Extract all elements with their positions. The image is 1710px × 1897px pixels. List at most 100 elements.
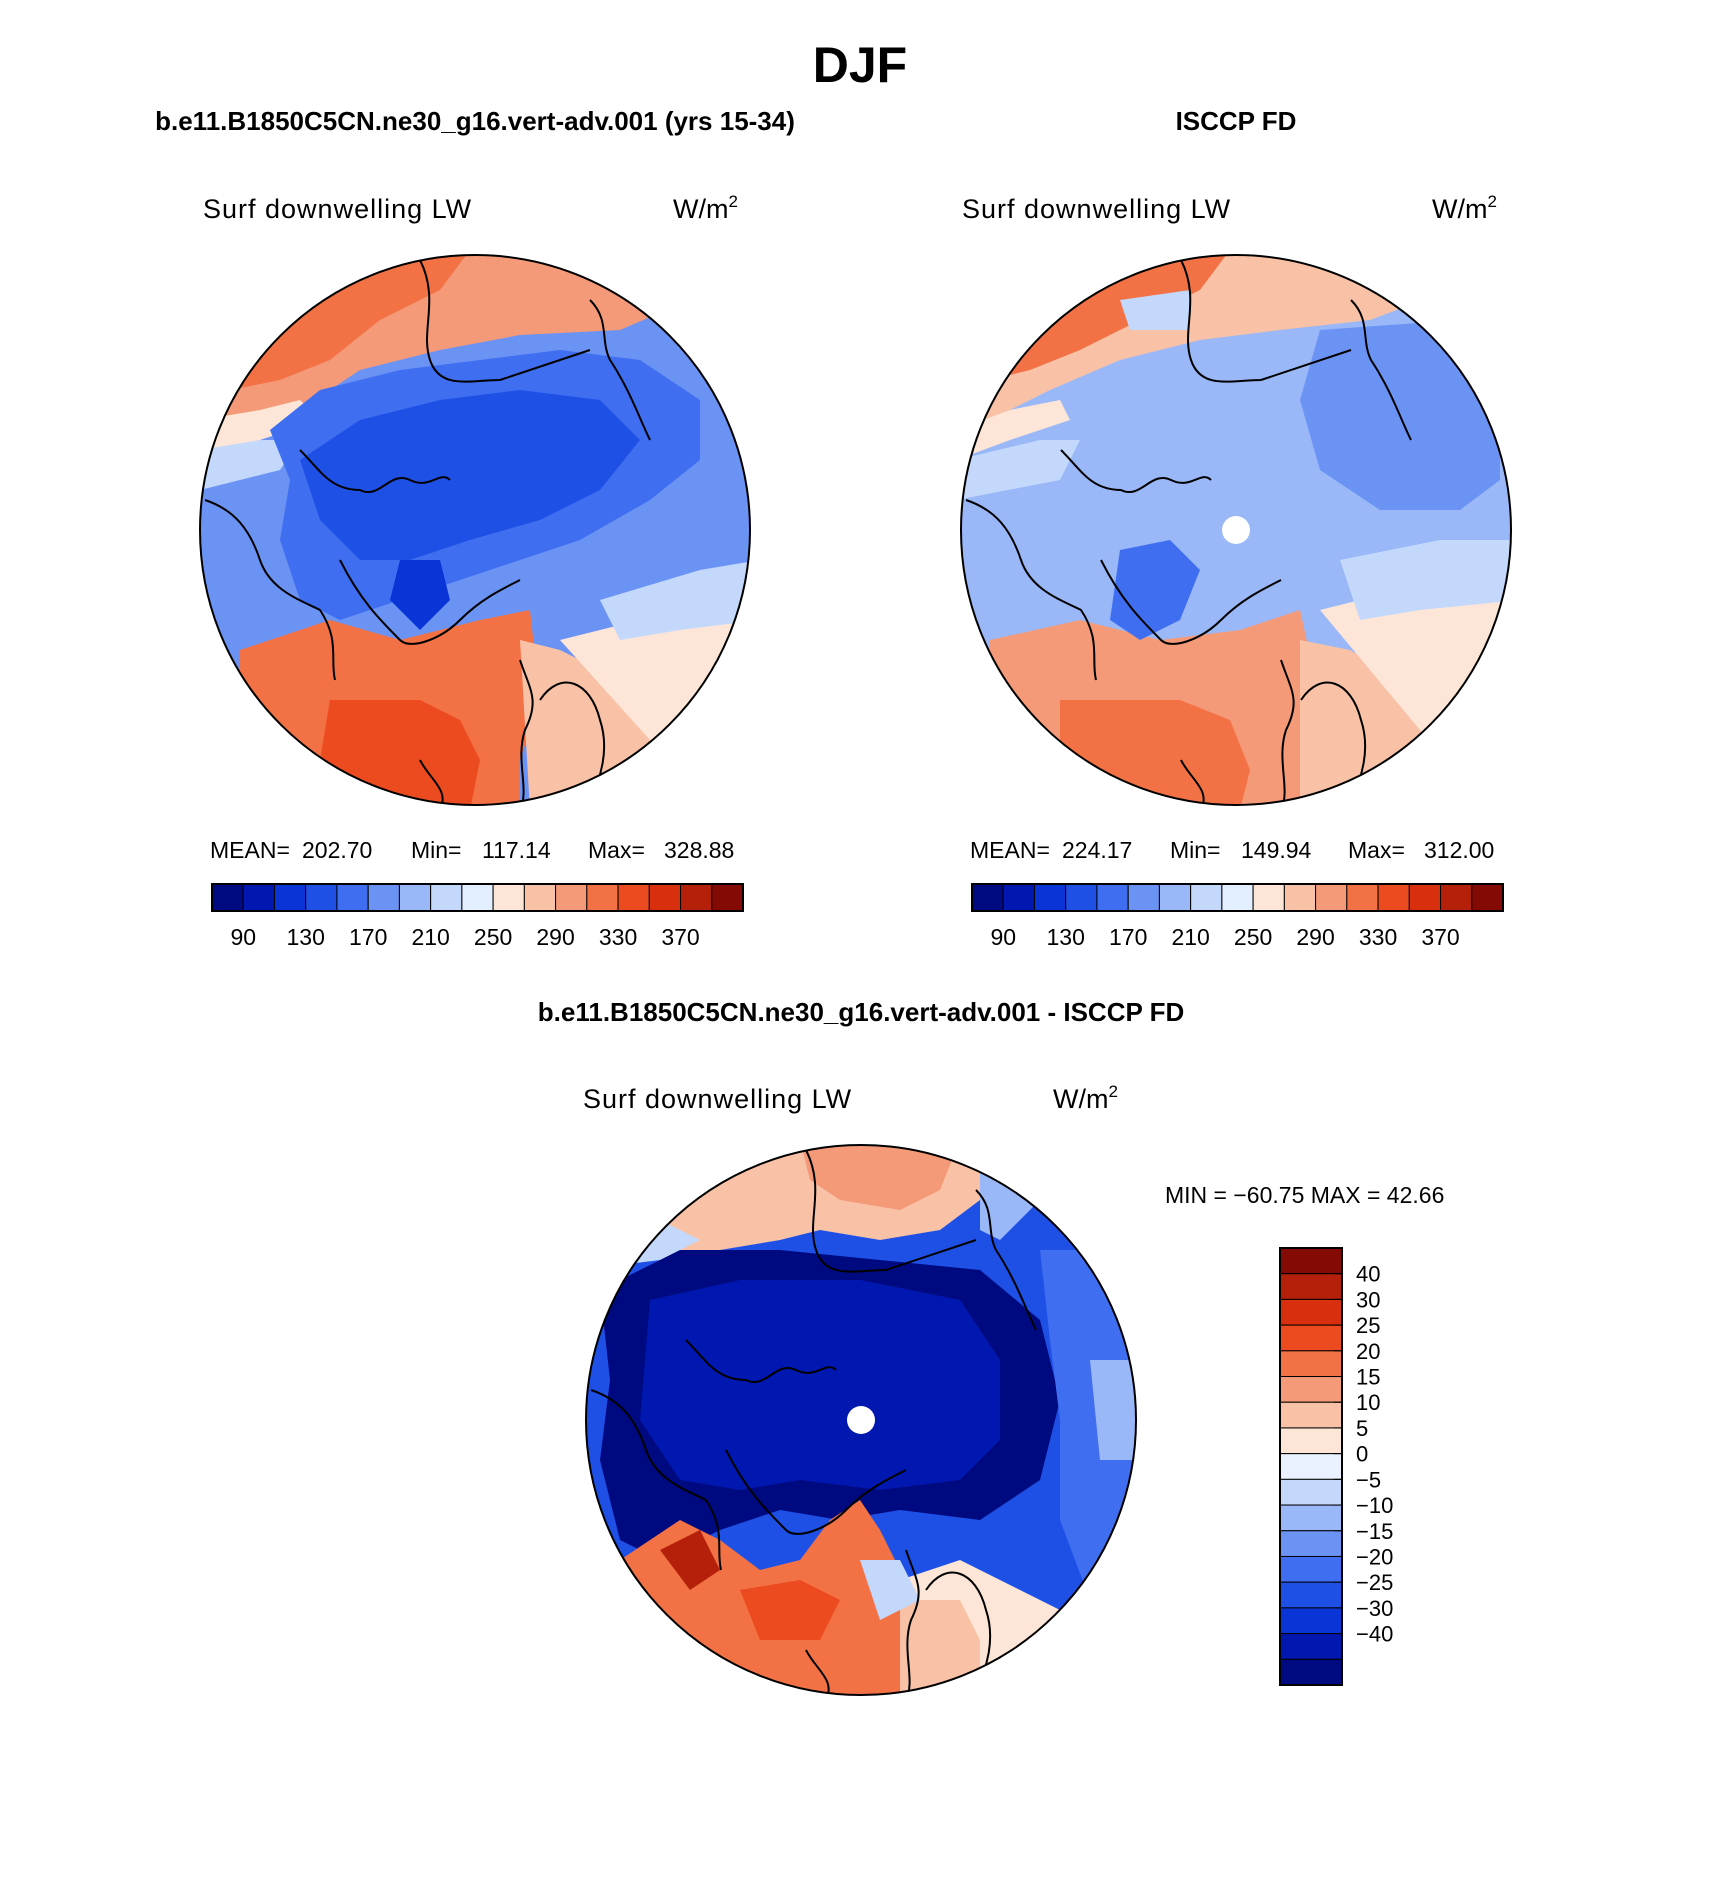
panel-diff-colorbar-tick-label: 0 [1356,1442,1368,1467]
panel-obs-min: 149.94 [1241,837,1312,863]
panel-model-stats: MEAN= 202.70 Min= 117.14 Max= 328.88 [210,837,734,863]
panel-obs-colorbar-swatch [1096,883,1129,912]
panel-diff-units: W/m2 [1053,1082,1118,1114]
panel-diff-colorbar-tick-label: 25 [1356,1313,1380,1338]
panel-diff-colorbar-tick-label: −10 [1356,1493,1393,1518]
panel-diff-colorbar-swatch [1279,1427,1343,1455]
panel-model-colorbar-swatch [711,883,744,912]
panel-model-mean-label: MEAN= [210,837,290,863]
panel-obs-colorbar-swatch [1471,883,1504,912]
panel-obs-stats: MEAN= 224.17 Min= 149.94 Max= 312.00 [970,837,1494,863]
panel-diff-map-border [585,1144,1137,1696]
panel-obs-colorbar-tick-label: 170 [1109,924,1147,950]
panel-diff-colorbar-tick-label: 20 [1356,1339,1380,1364]
panel-model-coastlines [204,259,651,805]
panel-obs-max: 312.00 [1424,837,1494,863]
panel-model-max-label: Max= [588,837,645,863]
panel-model-colorbar-tick-label: 170 [349,924,387,950]
panel-model-colorbar-tick-label: 370 [661,924,699,950]
panel-diff-colorbar-tick-label: −25 [1356,1570,1393,1595]
panel-model-colorbar-swatch [211,883,244,912]
panel-obs-colorbar-swatch [1221,883,1254,912]
panel-diff-colorbar-tick-label: 30 [1356,1287,1380,1312]
panel-obs: ISCCP FD Surf downwelling LW W/m2 [960,106,1512,950]
panel-diff-colorbar-swatch [1279,1555,1343,1583]
panel-diff-colorbar-tick-label: −5 [1356,1467,1381,1492]
panel-obs-colorbar-swatch [1065,883,1098,912]
panel-model-colorbar: 90 130 170 210 250 290 330 370 [211,883,744,950]
panel-diff-colorbar-swatch [1279,1607,1343,1635]
panel-diff-colorbar-swatch [1279,1478,1343,1506]
panel-model: b.e11.B1850C5CN.ne30_g16.vert-adv.001 (y… [155,106,795,950]
panel-obs-colorbar-swatch [1377,883,1410,912]
panel-obs-colorbar-swatch [1033,883,1067,912]
panel-model-colorbar-swatch [367,883,400,912]
season-title: DJF [813,37,907,93]
panel-model-colorbar-tick-label: 90 [230,924,256,950]
panel-diff-colorbar-tick-label: 10 [1356,1390,1380,1415]
panel-diff-colorbar-swatch [1279,1273,1343,1300]
panel-model-colorbar-tick-label: 210 [411,924,449,950]
panel-diff: b.e11.B1850C5CN.ne30_g16.vert-adv.001 - … [538,997,1444,1696]
panel-obs-coastlines [965,259,1412,805]
panel-diff-colorbar-tick-label: 5 [1356,1416,1368,1441]
panel-diff-colorbar-tick-label: 15 [1356,1365,1380,1390]
panel-diff-minmax: MIN = −60.75 MAX = 42.66 [1165,1182,1444,1208]
panel-diff-header: b.e11.B1850C5CN.ne30_g16.vert-adv.001 - … [538,997,1184,1027]
panel-model-units: W/m2 [673,192,738,224]
panel-obs-variable: Surf downwelling LW [962,194,1231,224]
panel-diff-colorbar-swatch [1279,1658,1343,1686]
panel-diff-colorbar-swatch [1279,1247,1343,1275]
panel-model-colorbar-swatch [492,883,525,912]
panel-model-colorbar-swatch [617,883,650,912]
panel-obs-colorbar-swatch [1283,883,1317,912]
panel-diff-colorbar-swatch [1279,1350,1343,1378]
panel-model-colorbar-swatch [430,883,463,912]
panel-obs-mean: 224.17 [1062,837,1132,863]
panel-model-colorbar-swatch [242,883,275,912]
panel-model-colorbar-tick-label: 330 [599,924,637,950]
panel-diff-colorbar-tick-label: −20 [1356,1544,1393,1569]
panel-model-map [200,255,750,805]
panel-obs-colorbar-tick-label: 330 [1359,924,1397,950]
panel-diff-colorbar-swatch [1279,1453,1343,1480]
panel-obs-pole-gap [1222,516,1250,544]
panel-obs-map-border [960,254,1512,806]
panel-diff-pole-gap [847,1406,875,1434]
panel-model-min-label: Min= [411,837,462,863]
panel-obs-colorbar-swatch [1127,883,1160,912]
panel-model-colorbar-swatch [586,883,619,912]
panel-obs-units: W/m2 [1432,192,1497,224]
panel-obs-colorbar-tick-label: 130 [1047,924,1085,950]
panel-obs-colorbar: 90 130 170 210 250 290 330 370 [971,883,1504,950]
panel-obs-colorbar-swatch [1002,883,1035,912]
panel-diff-colorbar-swatch [1279,1530,1343,1557]
panel-model-colorbar-tick-label: 130 [287,924,325,950]
panel-obs-colorbar-swatch [1158,883,1192,912]
panel-obs-max-label: Max= [1348,837,1405,863]
panel-model-colorbar-frame [211,883,744,912]
panel-obs-colorbar-swatch [1252,883,1285,912]
panel-obs-header: ISCCP FD [1176,106,1297,136]
panel-model-colorbar-swatch [273,883,307,912]
panel-diff-colorbar-swatch [1279,1633,1343,1660]
panel-diff-colorbar-swatch [1279,1376,1343,1403]
panel-model-map-border [199,254,751,806]
panel-obs-colorbar-swatch [1315,883,1348,912]
panel-obs-colorbar-tick-label: 370 [1421,924,1459,950]
panel-diff-colorbar-swatch [1279,1581,1343,1609]
panel-model-min: 117.14 [482,837,551,863]
panel-model-colorbar-swatch [398,883,432,912]
panel-diff-colorbar-tick-label: −40 [1356,1622,1393,1647]
panel-model-mean: 202.70 [302,837,372,863]
panel-model-colorbar-swatch [461,883,494,912]
panel-obs-min-label: Min= [1170,837,1221,863]
panel-model-colorbar-swatch [305,883,338,912]
panel-diff-colorbar-swatch [1279,1504,1343,1532]
panel-diff-colorbar-tick-label: 40 [1356,1262,1380,1287]
panel-model-colorbar-tick-label: 290 [536,924,574,950]
panel-obs-colorbar-swatch [971,883,1004,912]
panel-model-colorbar-swatch [680,883,713,912]
panel-model-colorbar-swatch [336,883,369,912]
